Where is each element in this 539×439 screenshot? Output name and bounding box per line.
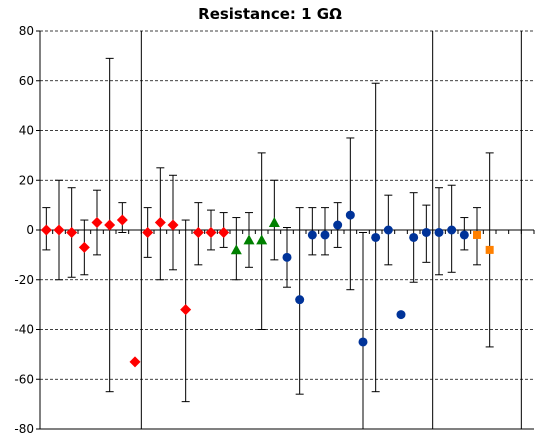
- data-point-circle: [459, 230, 469, 240]
- data-point-diamond: [154, 217, 166, 229]
- y-tick-label: -60: [14, 372, 34, 386]
- data-point-circle: [320, 230, 330, 240]
- data-point-diamond: [142, 226, 154, 238]
- grid-lines: [40, 30, 534, 380]
- data-markers: [40, 210, 494, 368]
- chart-title: Resistance: 1 GΩ: [198, 5, 342, 23]
- data-point-triangle: [230, 244, 242, 255]
- y-tick-labels: -80 -60 -40 -20 0 20 40 60 80: [14, 24, 34, 436]
- data-point-diamond: [104, 219, 116, 231]
- data-point-diamond: [192, 226, 204, 238]
- data-point-circle: [282, 252, 292, 262]
- data-point-circle: [295, 295, 305, 305]
- data-point-diamond: [91, 217, 103, 229]
- data-point-square: [473, 230, 481, 239]
- data-point-circle: [434, 227, 444, 237]
- data-point-square: [485, 245, 494, 254]
- y-tick-label: -40: [14, 323, 34, 337]
- data-point-diamond: [40, 224, 52, 236]
- y-tick-label: 60: [19, 74, 34, 88]
- data-point-diamond: [129, 356, 141, 368]
- y-tick-label: 20: [19, 173, 34, 187]
- data-point-circle: [396, 310, 406, 320]
- y-tick-label: -20: [14, 273, 34, 287]
- data-point-circle: [383, 225, 393, 235]
- y-tick-label: 80: [19, 24, 34, 38]
- data-point-diamond: [116, 214, 128, 226]
- data-point-circle: [358, 337, 368, 347]
- data-point-circle: [447, 225, 457, 235]
- data-point-diamond: [66, 226, 78, 238]
- data-point-circle: [307, 230, 317, 240]
- data-point-circle: [371, 232, 381, 242]
- data-point-diamond: [205, 226, 217, 238]
- y-tick-label: -80: [14, 422, 34, 436]
- y-tick-label: 0: [26, 223, 34, 237]
- data-point-circle: [421, 227, 431, 237]
- data-point-triangle: [243, 234, 255, 245]
- y-tick-label: 40: [19, 124, 34, 138]
- data-point-diamond: [53, 224, 65, 236]
- axes: [36, 30, 535, 430]
- data-point-circle: [345, 210, 355, 220]
- data-point-triangle: [256, 234, 268, 245]
- data-point-circle: [333, 220, 343, 230]
- data-point-circle: [409, 232, 419, 242]
- data-point-diamond: [167, 219, 179, 231]
- data-point-diamond: [218, 226, 230, 238]
- data-point-diamond: [78, 241, 90, 253]
- data-point-diamond: [180, 304, 192, 316]
- error-bars: [42, 57, 494, 429]
- data-point-triangle: [268, 217, 280, 227]
